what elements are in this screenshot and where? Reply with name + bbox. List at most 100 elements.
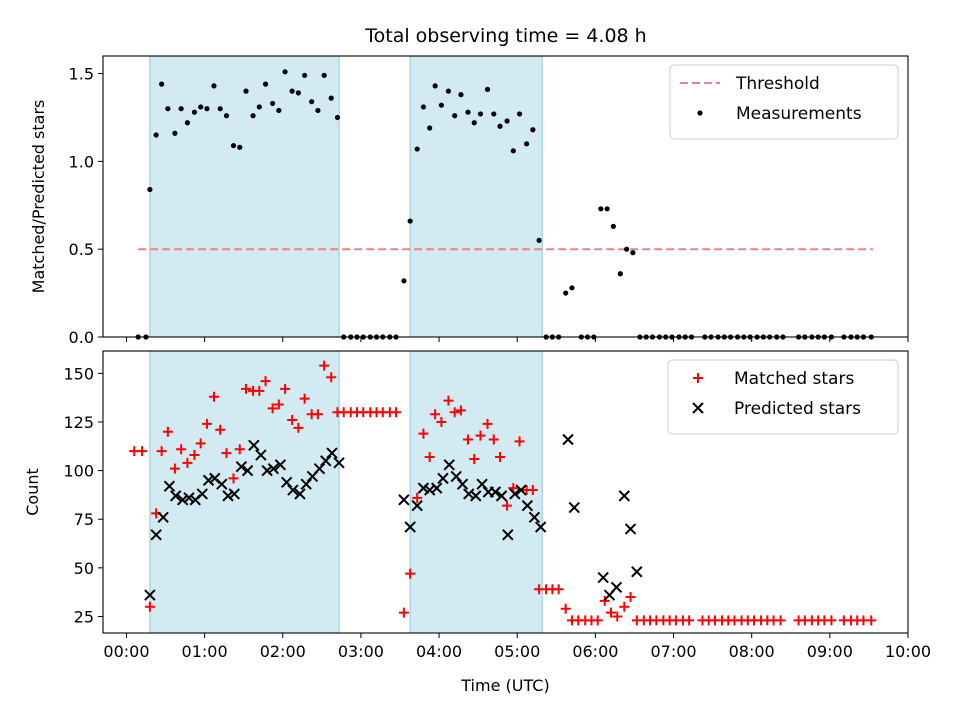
data-point [223, 113, 230, 119]
data-point [469, 453, 480, 464]
data-point [404, 521, 416, 533]
data-point [183, 492, 195, 504]
x-axis-label: Time (UTC) [460, 676, 549, 695]
y-tick-label: 150 [63, 364, 94, 383]
data-point [398, 494, 410, 506]
data-point [163, 480, 176, 492]
data-point [165, 106, 171, 112]
data-point [293, 422, 304, 433]
data-point [420, 104, 427, 110]
data-point [156, 446, 167, 457]
data-point [631, 566, 643, 578]
data-point [254, 385, 265, 396]
data-point [198, 104, 204, 110]
data-point [423, 484, 436, 496]
chart-title: Total observing time = 4.08 h [364, 25, 646, 47]
data-point [391, 407, 402, 418]
data-point [243, 88, 249, 94]
data-point [414, 146, 420, 152]
data-point [274, 459, 287, 471]
data-point [624, 246, 630, 252]
bottom-panel: 25 50 75 100 125 150 00:00 01:00 02:00 03:00 04:00… [23, 350, 931, 695]
data-point [228, 488, 241, 500]
data-point [287, 415, 298, 426]
data-point [424, 451, 435, 462]
y-tick-label: 1.5 [69, 65, 94, 84]
data-point [443, 459, 455, 471]
x-tick-label: 10:00 [885, 642, 931, 661]
data-point [334, 114, 341, 121]
data-point [684, 615, 695, 626]
data-point [289, 88, 295, 94]
data-point [162, 426, 173, 437]
y-tick-label: 100 [63, 462, 94, 481]
x-tick-label: 02:00 [260, 642, 306, 661]
x-tick-label: 09:00 [807, 642, 853, 661]
data-point [866, 615, 877, 626]
legend-label: Threshold [735, 74, 820, 94]
top-panel: 0.0 0.5 1.0 1.5 Matched/Predicted stars Thres… [29, 55, 909, 347]
data-point [202, 474, 215, 487]
data-point [159, 81, 165, 87]
data-point [598, 206, 604, 212]
data-point [502, 500, 513, 511]
data-point [431, 482, 443, 494]
data-point [497, 123, 503, 129]
data-point [514, 436, 525, 447]
data-point [182, 457, 193, 468]
data-point [262, 81, 269, 87]
x-tick-label: 03:00 [338, 642, 384, 661]
data-point [458, 92, 464, 98]
data-point [137, 446, 148, 457]
data-point [222, 490, 234, 502]
data-point [320, 455, 332, 467]
data-point [195, 438, 206, 449]
legend-swatch [697, 110, 703, 116]
data-point [309, 99, 315, 105]
data-point [147, 186, 153, 193]
data-point [504, 118, 510, 124]
data-point [443, 395, 454, 406]
x-tick-label: 06:00 [572, 642, 618, 661]
data-point [326, 372, 337, 383]
data-point [495, 451, 506, 462]
data-point [625, 592, 636, 603]
data-point [299, 393, 310, 404]
data-point [521, 499, 534, 512]
data-point [619, 601, 630, 612]
data-point [488, 434, 499, 445]
legend-label: Predicted stars [734, 399, 861, 419]
data-point [295, 90, 301, 96]
data-point [250, 113, 256, 119]
y-axis-label: Count [23, 468, 42, 516]
data-point [267, 403, 278, 414]
data-point [177, 494, 189, 506]
data-point [230, 142, 237, 149]
data-point [294, 488, 306, 500]
data-point [449, 407, 460, 418]
data-point [530, 127, 536, 133]
data-point [282, 69, 288, 75]
data-point [157, 511, 169, 523]
data-point [401, 278, 407, 284]
data-point [144, 601, 155, 612]
data-point [196, 488, 208, 500]
data-point [618, 490, 631, 502]
data-point [260, 376, 271, 387]
y-tick-label: 125 [63, 413, 94, 432]
data-point [208, 391, 219, 402]
data-point [221, 448, 232, 459]
data-point [302, 72, 308, 78]
x-tick-label: 04:00 [416, 642, 462, 661]
data-point [326, 447, 338, 459]
data-point [476, 478, 488, 490]
data-point [470, 490, 482, 502]
data-point [489, 486, 502, 498]
data-point [536, 237, 542, 244]
data-point [436, 416, 447, 427]
y-tick-label: 0.5 [69, 240, 94, 259]
data-point [411, 499, 423, 512]
data-point [412, 492, 423, 503]
data-point [217, 106, 223, 112]
